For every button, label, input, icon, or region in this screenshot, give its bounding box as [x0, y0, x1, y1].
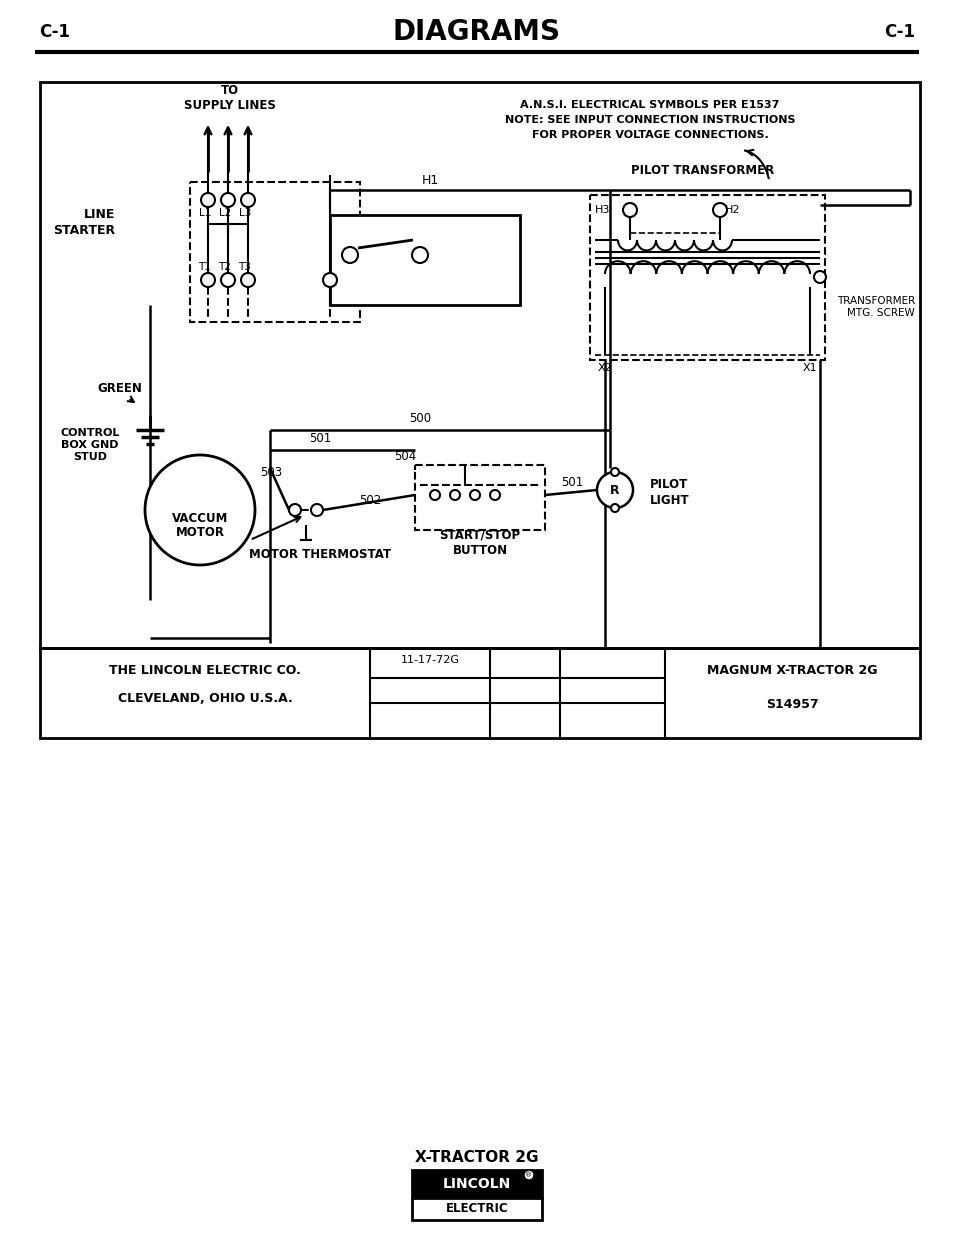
Text: STARTER: STARTER [52, 224, 115, 236]
Text: ELECTRIC: ELECTRIC [445, 1203, 508, 1215]
Circle shape [597, 472, 633, 508]
Text: 501: 501 [560, 477, 582, 489]
Circle shape [241, 273, 254, 287]
Bar [412, 1198, 541, 1220]
Text: DIAGRAMS: DIAGRAMS [393, 19, 560, 46]
Text: GREEN: GREEN [97, 382, 142, 394]
Text: C-1: C-1 [883, 23, 915, 41]
Text: 501: 501 [309, 431, 331, 445]
Text: LINE: LINE [84, 209, 115, 221]
Text: TO
SUPPLY LINES: TO SUPPLY LINES [184, 84, 275, 112]
Text: L3: L3 [238, 207, 251, 219]
Text: 503: 503 [260, 467, 282, 479]
Circle shape [610, 468, 618, 475]
Text: C-1: C-1 [39, 23, 71, 41]
Text: T1: T1 [198, 262, 212, 272]
Bar [190, 182, 359, 322]
Circle shape [450, 490, 459, 500]
Text: 11-17-72G: 11-17-72G [400, 655, 459, 664]
Text: X1: X1 [801, 363, 817, 373]
Bar [412, 1170, 541, 1198]
Bar [193, 484, 206, 498]
Text: MOTOR THERMOSTAT: MOTOR THERMOSTAT [249, 548, 391, 562]
Circle shape [311, 504, 323, 516]
Circle shape [622, 203, 637, 217]
Bar [415, 466, 544, 530]
Circle shape [201, 193, 214, 207]
Text: VACCUM: VACCUM [172, 511, 228, 525]
Circle shape [323, 273, 336, 287]
Circle shape [145, 454, 254, 564]
Text: 502: 502 [358, 494, 381, 506]
Text: TRANSFORMER
MTG. SCREW: TRANSFORMER MTG. SCREW [836, 296, 914, 317]
Text: T2: T2 [218, 262, 232, 272]
Circle shape [201, 273, 214, 287]
Text: A.N.S.I. ELECTRICAL SYMBOLS PER E1537: A.N.S.I. ELECTRICAL SYMBOLS PER E1537 [519, 100, 779, 110]
Text: H3: H3 [594, 205, 609, 215]
Bar [589, 195, 824, 359]
Text: 504: 504 [394, 451, 416, 463]
Circle shape [712, 203, 726, 217]
Circle shape [241, 193, 254, 207]
Text: CONTROL
BOX GND
STUD: CONTROL BOX GND STUD [60, 429, 119, 462]
Circle shape [341, 247, 357, 263]
Text: LINCOLN: LINCOLN [442, 1177, 511, 1191]
Circle shape [221, 273, 234, 287]
Text: S14957: S14957 [765, 699, 818, 711]
Text: MOTOR: MOTOR [175, 526, 224, 538]
Text: 500: 500 [409, 411, 431, 425]
Text: T3: T3 [238, 262, 252, 272]
Text: L1: L1 [198, 207, 211, 219]
Text: L2: L2 [218, 207, 231, 219]
Circle shape [221, 193, 234, 207]
Text: PILOT TRANSFORMER: PILOT TRANSFORMER [631, 163, 774, 177]
Text: MAGNUM X-TRACTOR 2G: MAGNUM X-TRACTOR 2G [706, 663, 877, 677]
Text: CLEVELAND, OHIO U.S.A.: CLEVELAND, OHIO U.S.A. [117, 692, 292, 704]
Circle shape [470, 490, 479, 500]
Text: ®: ® [525, 1172, 532, 1178]
Bar [330, 215, 519, 305]
Text: X-TRACTOR 2G: X-TRACTOR 2G [415, 1151, 538, 1166]
Text: X2: X2 [597, 363, 612, 373]
Text: H1: H1 [421, 173, 438, 186]
Circle shape [412, 247, 428, 263]
Circle shape [430, 490, 439, 500]
Text: START/STOP
BUTTON: START/STOP BUTTON [439, 529, 520, 557]
Text: FOR PROPER VOLTAGE CONNECTIONS.: FOR PROPER VOLTAGE CONNECTIONS. [531, 130, 767, 140]
Circle shape [813, 270, 825, 283]
Text: NOTE: SEE INPUT CONNECTION INSTRUCTIONS: NOTE: SEE INPUT CONNECTION INSTRUCTIONS [504, 115, 795, 125]
Circle shape [490, 490, 499, 500]
Bar [40, 648, 919, 739]
Circle shape [289, 504, 301, 516]
Text: LIGHT: LIGHT [649, 494, 689, 506]
Text: R: R [610, 483, 619, 496]
Bar [40, 82, 919, 648]
Text: THE LINCOLN ELECTRIC CO.: THE LINCOLN ELECTRIC CO. [109, 663, 300, 677]
Text: PILOT: PILOT [649, 478, 687, 492]
Text: H2: H2 [724, 205, 740, 215]
Circle shape [523, 1170, 534, 1179]
Circle shape [610, 504, 618, 513]
